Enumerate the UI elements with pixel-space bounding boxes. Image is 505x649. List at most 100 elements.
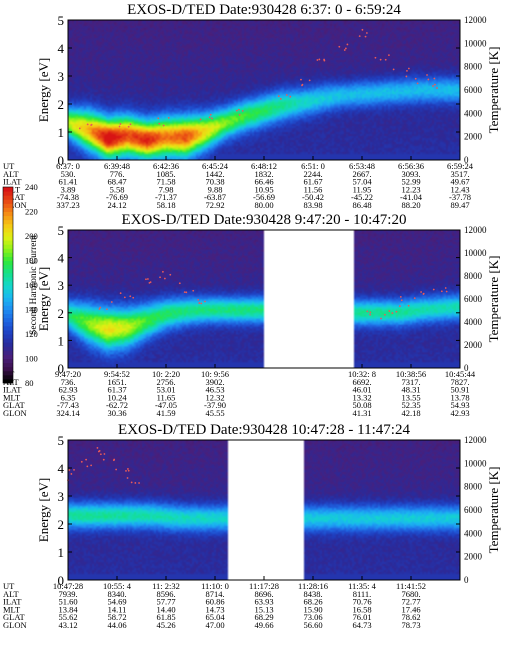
temperature-point	[90, 464, 93, 467]
table-cell: 52.99	[401, 177, 420, 187]
temperature-point	[197, 298, 200, 301]
table-cell: 45.26	[156, 620, 175, 630]
temperature-point	[285, 94, 288, 96]
table-cell: 13.84	[58, 604, 78, 614]
y-tick-label: 4	[58, 251, 65, 266]
table-cell: 66.46	[254, 177, 273, 187]
temperature-point	[99, 306, 102, 309]
table-cell: 7827.	[450, 377, 469, 387]
y-tick-label: 3	[58, 69, 65, 84]
colorbar-segment	[3, 187, 13, 192]
temperature-point	[118, 125, 121, 128]
table-cell: 14.73	[205, 604, 224, 614]
spectrogram-image	[68, 440, 460, 580]
table-cell: 10: 9:56	[201, 369, 229, 379]
y-right-tick-label: 6000	[464, 294, 483, 304]
colorbar-segment	[3, 236, 13, 241]
table-cell: -45.22	[351, 192, 373, 202]
row-label: ALT	[3, 589, 20, 599]
table-cell: 8340.	[107, 589, 126, 599]
y-right-tick-label: 4000	[464, 528, 483, 538]
temperature-point	[123, 296, 126, 299]
temperature-point	[80, 460, 83, 463]
temperature-point	[119, 292, 122, 295]
temperature-point	[237, 108, 240, 111]
colorbar-segment	[3, 276, 13, 282]
table-cell: 12.43	[450, 184, 469, 194]
table-cell: -71.37	[155, 192, 177, 202]
temperature-point	[369, 311, 372, 314]
spectrogram-image	[68, 230, 460, 368]
temperature-point	[432, 85, 434, 87]
table-cell: 54.69	[107, 597, 126, 607]
table-cell: 60.86	[205, 597, 224, 607]
temperature-point	[323, 59, 326, 62]
temperature-point	[301, 83, 304, 86]
table-cell: 7317.	[401, 377, 420, 387]
temperature-point	[422, 292, 425, 295]
table-cell: 73.06	[303, 612, 322, 622]
temperature-point	[388, 54, 390, 57]
table-cell: 5.58	[110, 184, 125, 194]
table-cell: 78.62	[401, 612, 420, 622]
colorbar-segment	[3, 293, 13, 298]
table-cell: 6:37: 0	[56, 161, 80, 171]
panel-title: EXOS-D/TED Date:930428 10:47:28 - 11:47:…	[118, 422, 410, 438]
temperature-point	[346, 43, 349, 46]
colorbar-segment	[3, 211, 13, 217]
table-cell: 62.93	[58, 385, 77, 395]
y-right-tick-label: 12000	[464, 15, 487, 25]
colorbar-segment	[3, 227, 13, 233]
temperature-point	[73, 468, 75, 471]
table-cell: 57.77	[156, 597, 175, 607]
colorbar-segment	[3, 374, 13, 380]
y-tick-label: 2	[58, 306, 65, 321]
table-cell: 10.24	[107, 392, 127, 402]
temperature-point	[103, 453, 106, 455]
table-cell: 14.11	[108, 604, 127, 614]
y-right-tick-label: 10000	[464, 248, 487, 258]
temperature-point	[185, 291, 188, 294]
table-cell: 57.04	[352, 177, 372, 187]
table-cell: -63.87	[204, 192, 226, 202]
table-cell: 45.55	[205, 408, 224, 418]
table-cell: 11.65	[157, 392, 176, 402]
colorbar-segment	[3, 354, 13, 359]
y-tick-label: 2	[58, 517, 65, 532]
table-cell: 3093.	[401, 169, 420, 179]
temperature-point	[432, 288, 435, 291]
table-cell: 41.59	[156, 408, 175, 418]
table-cell: 324.14	[56, 408, 80, 418]
y-right-tick-label: 0	[464, 155, 469, 165]
temperature-point	[407, 304, 410, 307]
y-tick-label: 1	[58, 333, 65, 348]
table-cell: -41.04	[400, 192, 423, 202]
temperature-point	[316, 59, 319, 61]
table-cell: 7939.	[58, 589, 77, 599]
table-cell: 71.58	[156, 177, 175, 187]
table-cell: 61.85	[156, 612, 175, 622]
colorbar-segment	[3, 272, 13, 278]
temperature-point	[209, 113, 212, 116]
table-cell: 10:32: 8	[348, 369, 376, 379]
table-cell: 9.88	[208, 184, 223, 194]
table-cell: 13.55	[401, 392, 420, 402]
table-cell: 80.00	[254, 200, 273, 210]
table-cell: 42.18	[401, 408, 420, 418]
table-cell: 1085.	[156, 169, 175, 179]
temperature-point	[365, 32, 368, 34]
table-cell: 6:56:36	[398, 161, 424, 171]
temperature-point	[436, 87, 438, 89]
table-cell: 70.76	[352, 597, 371, 607]
y-right-tick-label: 2000	[464, 552, 483, 562]
table-cell: 72.77	[401, 597, 420, 607]
colorbar-tick-label: 80	[25, 378, 34, 388]
table-cell: 47.00	[205, 620, 224, 630]
y-right-tick-label: 10000	[464, 458, 487, 468]
y-right-tick-label: 6000	[464, 85, 483, 95]
y-right-tick-label: 12000	[464, 225, 487, 235]
colorbar-segment	[3, 342, 13, 347]
colorbar-segment	[3, 207, 13, 212]
table-cell: 2756.	[156, 377, 175, 387]
table-cell: 8696.	[254, 589, 273, 599]
